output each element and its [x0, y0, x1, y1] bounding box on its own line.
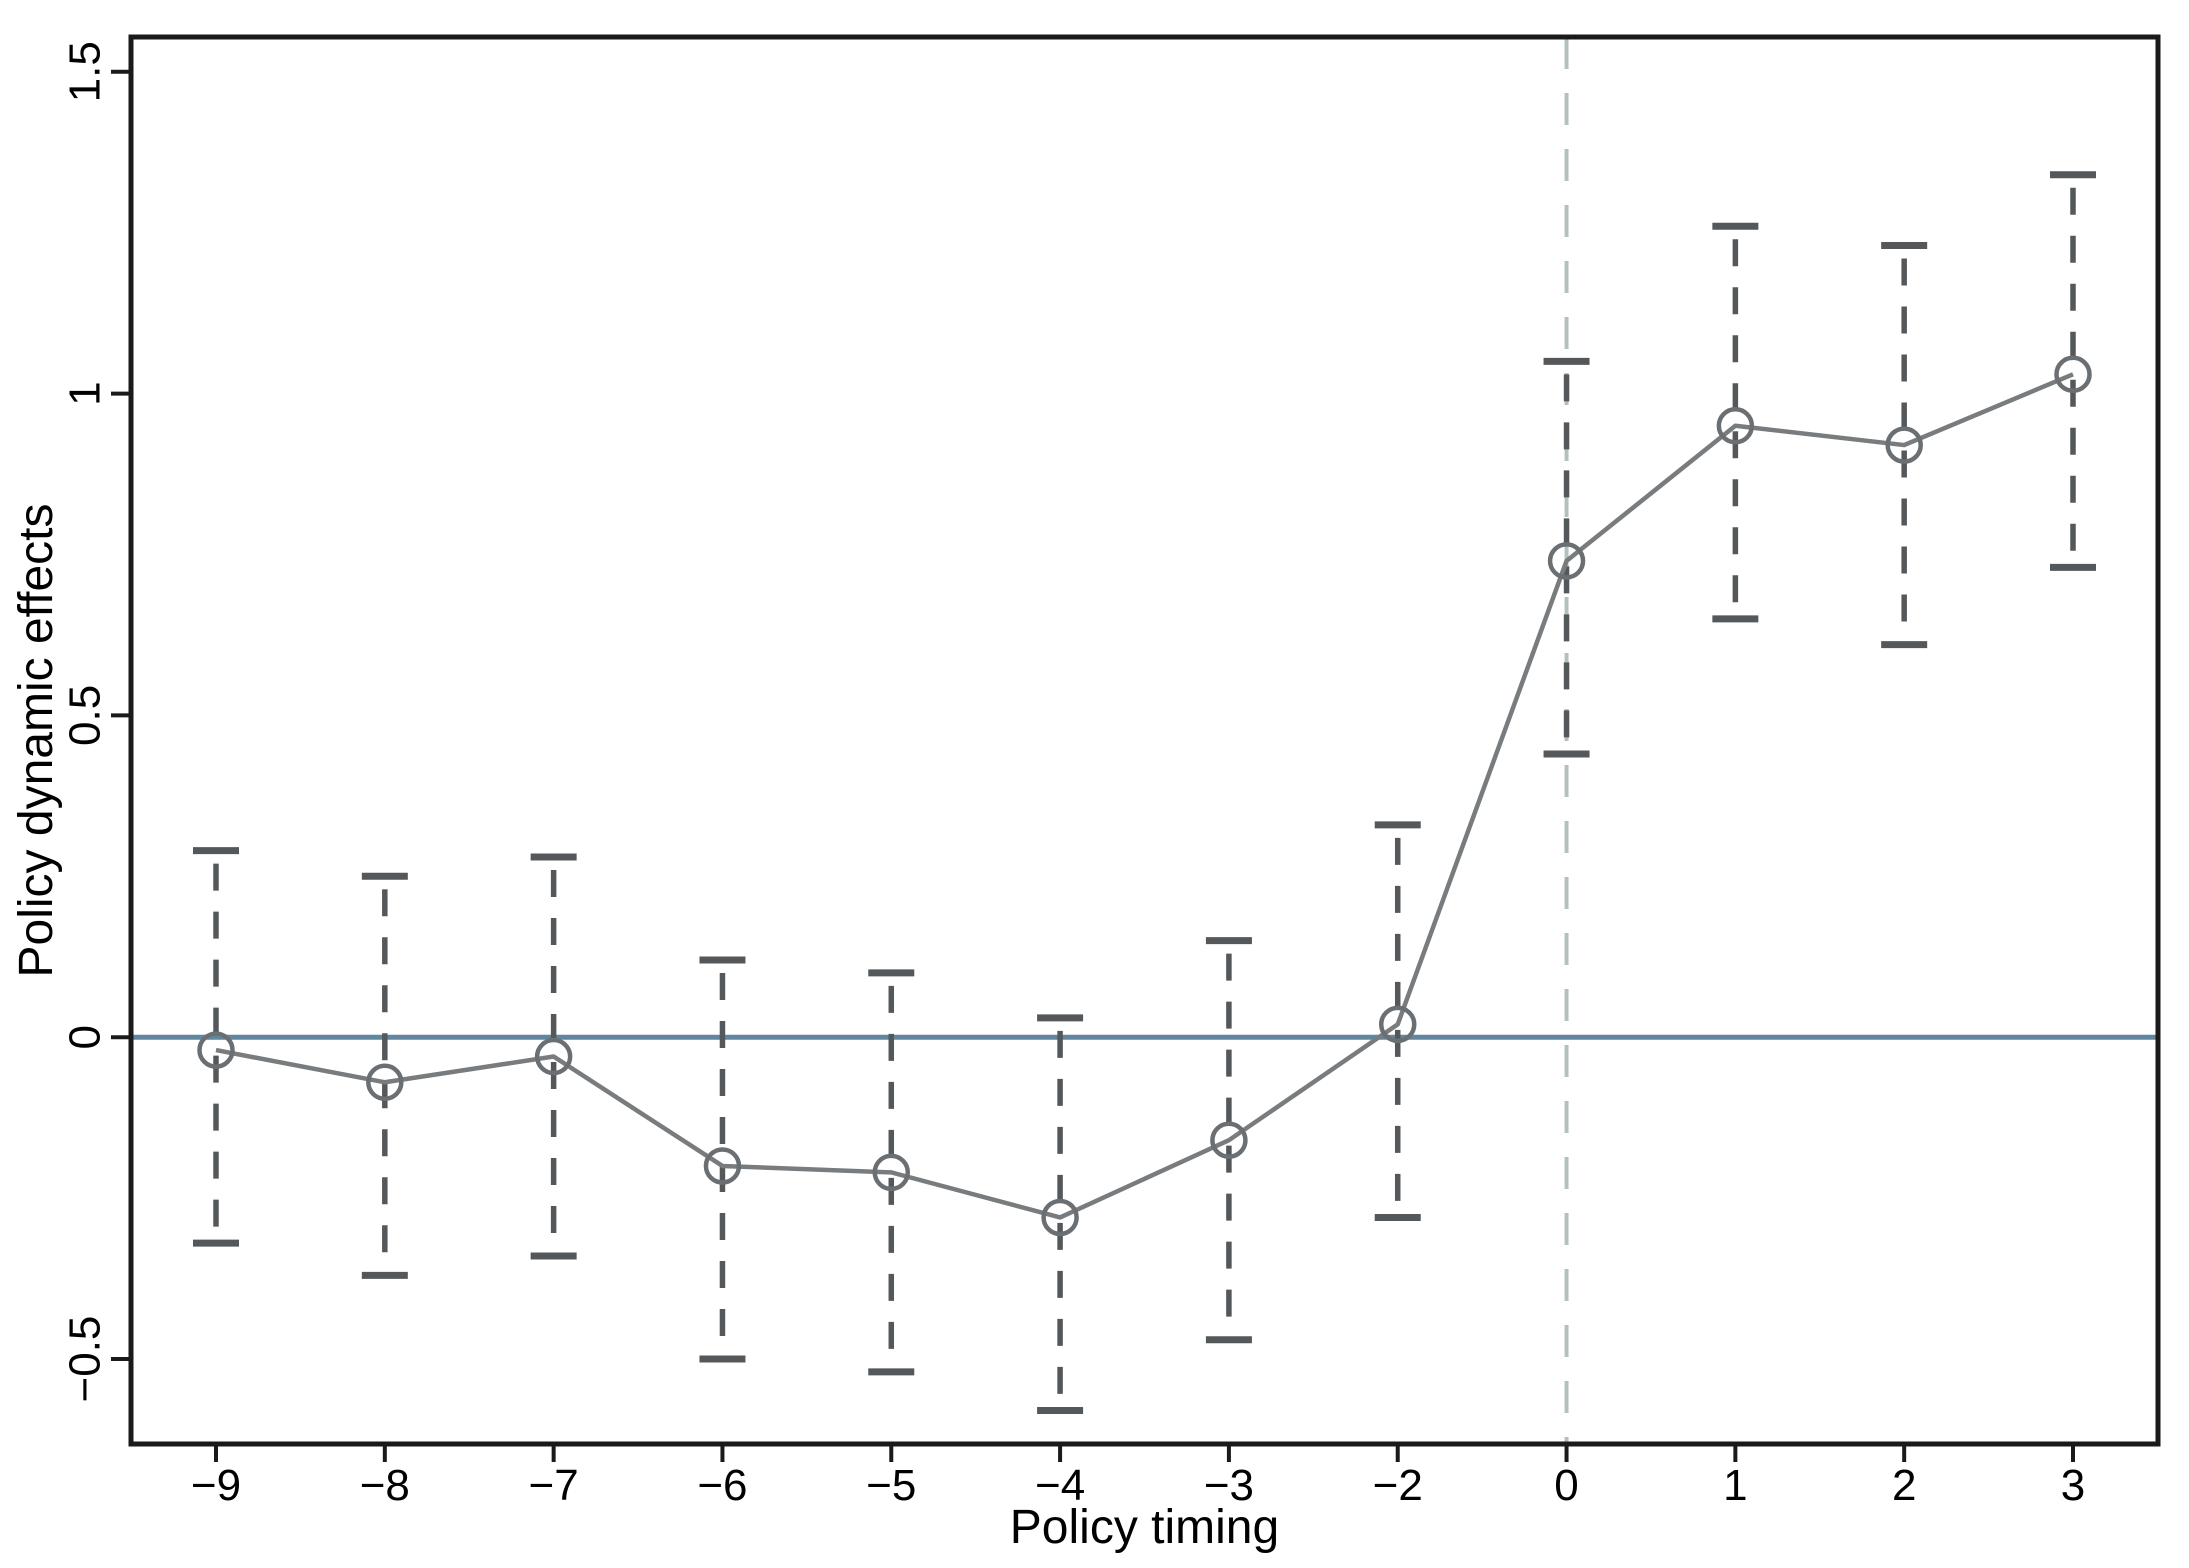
x-axis-title: Policy timing — [1010, 1501, 1279, 1554]
y-tick-label: 1.5 — [61, 41, 110, 102]
x-tick-label: −6 — [697, 1461, 747, 1510]
y-tick-label: 1 — [61, 381, 110, 405]
data-point-marker — [197, 1031, 235, 1069]
plot-frame — [128, 34, 2161, 1447]
data-point-marker — [1885, 426, 1923, 464]
data-point-marker — [1716, 407, 1755, 445]
data-point-marker — [872, 1153, 911, 1192]
x-tick-label: 3 — [2061, 1461, 2085, 1510]
x-tick-label: −4 — [1035, 1461, 1085, 1510]
x-tick-label: −5 — [866, 1461, 916, 1510]
data-point-marker — [366, 1063, 404, 1102]
series-line — [215, 372, 2074, 1220]
x-tick-label: 2 — [1892, 1461, 1916, 1510]
data-point-marker — [1041, 1198, 1079, 1237]
x-tick-label: −9 — [191, 1461, 241, 1510]
data-point-marker — [703, 1147, 742, 1185]
data-point-marker — [1378, 1005, 1417, 1044]
y-tick-label: 0.5 — [61, 685, 110, 746]
y-tick-label: 0 — [61, 1025, 110, 1049]
data-point-marker — [1210, 1121, 1248, 1159]
x-tick-label: 1 — [1723, 1461, 1747, 1510]
x-tick-label: −7 — [529, 1461, 579, 1510]
y-tick-label: −0.5 — [61, 1316, 110, 1403]
y-axis-title: Policy dynamic effects — [10, 504, 63, 978]
data-point-marker — [2054, 355, 2092, 394]
data-point-marker — [534, 1037, 573, 1076]
x-tick-label: −2 — [1373, 1461, 1423, 1510]
x-tick-label: −3 — [1204, 1461, 1254, 1510]
x-tick-label: 0 — [1554, 1461, 1578, 1510]
data-point-marker — [1547, 542, 1586, 580]
x-tick-label: −8 — [360, 1461, 410, 1510]
